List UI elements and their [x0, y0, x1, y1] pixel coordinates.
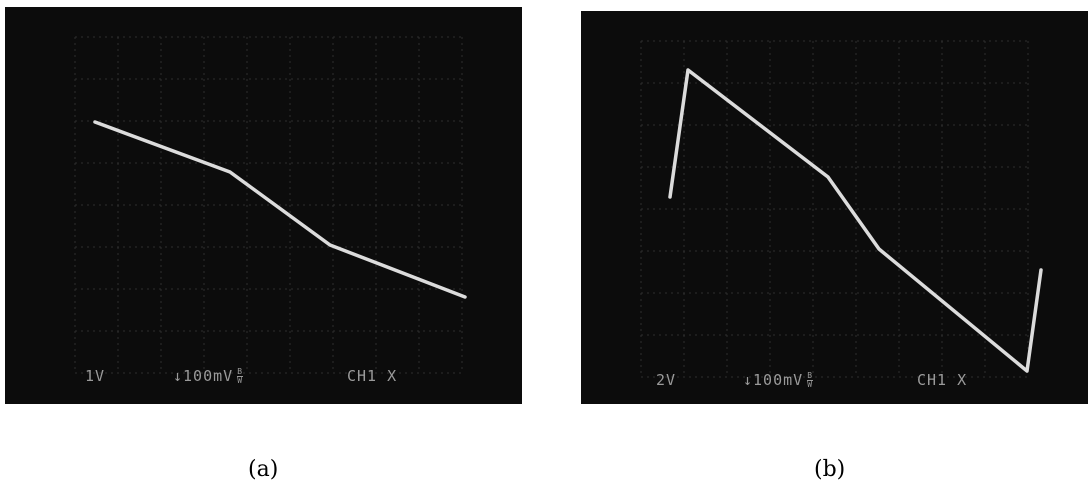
scope-b-bw-top: B [807, 371, 814, 380]
oscilloscope-screen-a: 1V ↓100mV B W CH1 X [5, 7, 522, 404]
scope-b-channel: CH1 X [917, 371, 968, 389]
scope-a-offset-readout: ↓100mV B W [173, 367, 244, 385]
scope-b-offset-readout: ↓100mV B W [743, 371, 814, 389]
scope-b-volts-per-div: 2V [656, 371, 677, 389]
scope-a-grid [74, 36, 463, 374]
scope-b-grid [640, 40, 1029, 378]
oscilloscope-screen-b: 2V ↓100mV B W CH1 X [581, 11, 1088, 404]
scope-a-volts-per-div: 1V [85, 367, 106, 385]
caption-b: (b) [814, 457, 846, 482]
scope-a-trace [93, 120, 467, 299]
scope-b-trace [668, 68, 1043, 373]
scope-a-offset: ↓100mV [173, 367, 234, 385]
scope-b-offset: ↓100mV [743, 371, 804, 389]
scope-b-display [640, 40, 1043, 378]
scope-a-channel: CH1 X [347, 367, 398, 385]
caption-a: (a) [248, 457, 279, 482]
scope-a-bw-bottom: W [237, 376, 244, 385]
scope-b-bw-bottom: W [807, 380, 814, 389]
scope-a-bw-top: B [237, 367, 244, 376]
scope-a-display [74, 36, 467, 374]
